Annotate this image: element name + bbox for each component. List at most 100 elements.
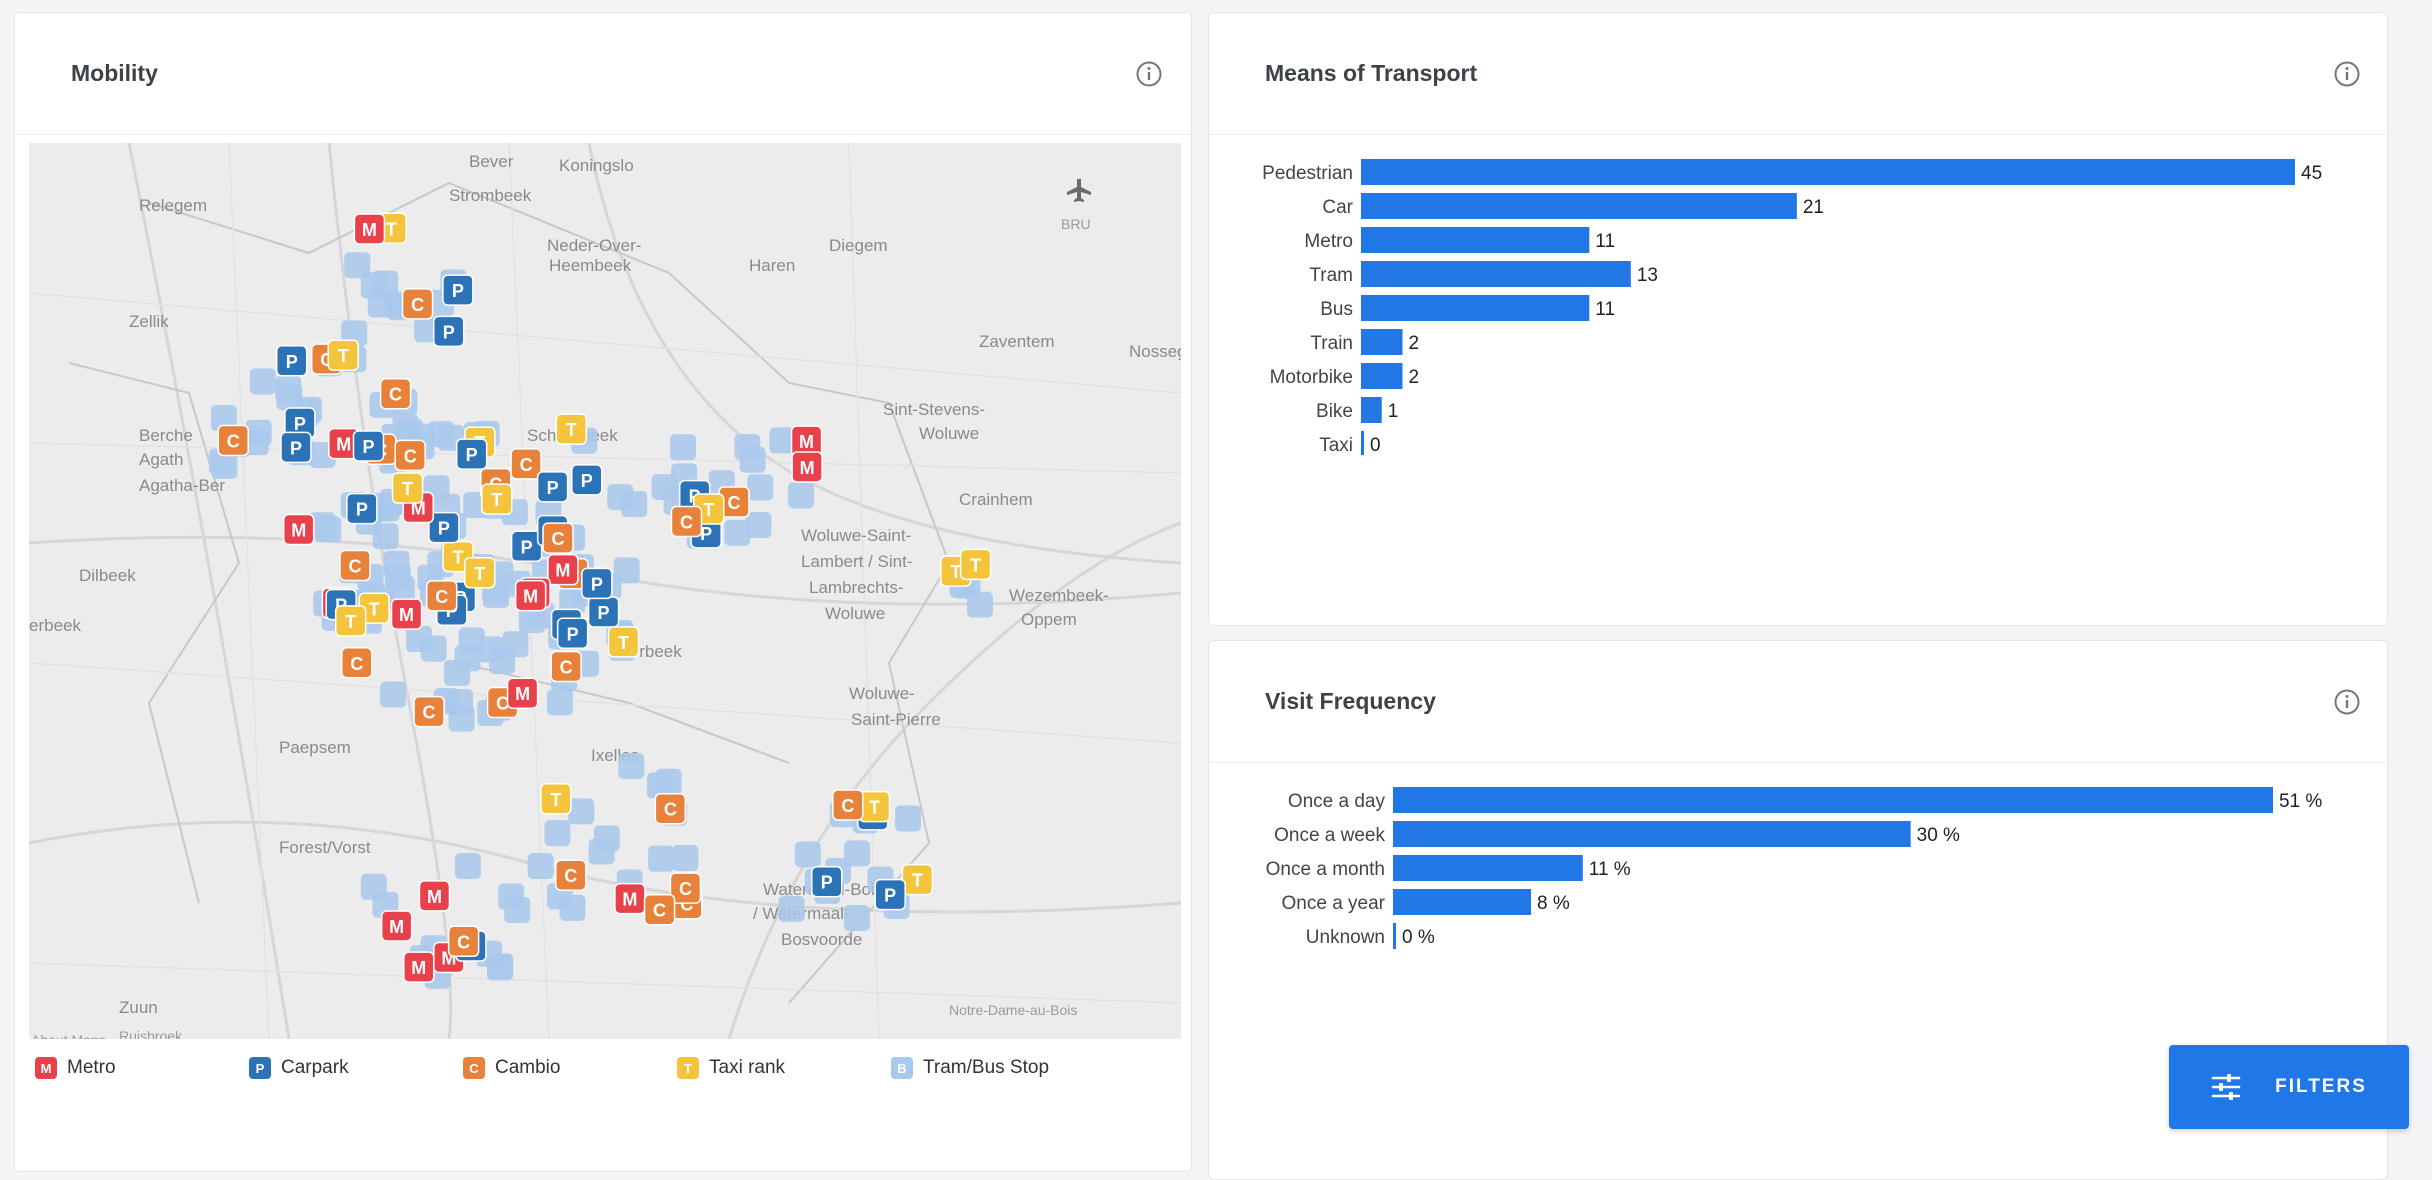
tram-bus-marker[interactable] [546,689,573,716]
taxi-marker[interactable]: T [327,339,359,371]
metro-marker[interactable]: M [547,553,579,586]
cambio-marker[interactable]: C [670,505,703,538]
taxi-marker[interactable]: T [391,472,424,504]
tram-bus-marker[interactable] [672,844,699,871]
cambio-marker[interactable]: C [510,448,542,480]
taxi-marker[interactable]: T [607,626,640,658]
carpark-marker[interactable]: P [587,596,620,628]
bar[interactable] [1361,363,1403,389]
tram-bus-marker[interactable] [670,434,697,461]
tram-bus-marker[interactable] [372,270,399,297]
metro-marker[interactable]: M [282,513,315,546]
taxi-marker[interactable]: T [540,783,572,815]
tram-bus-marker[interactable] [380,681,407,708]
metro-marker[interactable]: M [403,951,435,983]
tram-bus-marker[interactable] [747,474,774,501]
carpark-marker[interactable]: P [810,865,843,898]
tram-bus-marker[interactable] [504,896,531,923]
metro-marker[interactable]: M [614,882,646,915]
carpark-marker[interactable]: P [284,407,316,439]
bar[interactable] [1361,431,1364,457]
taxi-marker[interactable]: T [481,483,513,515]
cambio-marker[interactable]: C [401,288,434,320]
tram-bus-marker[interactable] [843,905,870,932]
carpark-marker[interactable]: P [571,464,603,496]
tram-bus-marker[interactable] [895,805,922,832]
cambio-marker[interactable]: C [413,695,445,728]
tram-bus-marker[interactable] [392,413,419,440]
tram-bus-marker[interactable] [966,591,993,618]
tram-bus-marker[interactable] [778,895,805,922]
bar[interactable] [1361,261,1631,287]
info-icon[interactable] [2333,60,2361,88]
tram-bus-marker[interactable] [593,825,620,852]
carpark-marker[interactable]: P [455,438,488,470]
info-icon[interactable] [1135,60,1163,88]
info-icon[interactable] [2333,688,2361,716]
metro-marker[interactable]: M [390,598,423,630]
bar[interactable] [1361,295,1590,321]
tram-bus-marker[interactable] [568,798,595,825]
tram-bus-marker[interactable] [502,631,529,658]
cambio-marker[interactable]: C [832,789,864,821]
tram-bus-marker[interactable] [518,607,545,634]
bar[interactable] [1393,855,1583,881]
tram-bus-marker[interactable] [739,446,766,473]
tram-bus-marker[interactable] [448,705,475,732]
tram-bus-marker[interactable] [372,523,399,550]
filters-button[interactable]: FILTERS [2169,1045,2409,1129]
bar[interactable] [1393,821,1911,847]
carpark-marker[interactable]: P [442,274,474,306]
cambio-marker[interactable]: C [339,549,371,582]
tram-bus-marker[interactable] [309,512,336,539]
tram-bus-marker[interactable] [454,852,481,879]
taxi-marker[interactable]: T [463,557,496,589]
cambio-marker[interactable]: C [643,893,676,926]
taxi-marker[interactable]: T [555,413,588,445]
tram-bus-marker[interactable] [527,853,554,880]
cambio-marker[interactable]: C [550,650,582,683]
tram-bus-marker[interactable] [559,894,586,921]
cambio-marker[interactable]: C [425,580,458,612]
tram-bus-marker[interactable] [544,820,571,847]
taxi-marker[interactable]: T [858,790,891,823]
map[interactable]: Bever Koningslo Relegem Strombeek Neder-Over… [29,143,1181,1039]
cambio-marker[interactable]: C [394,439,426,472]
carpark-marker[interactable]: P [275,345,308,377]
cambio-marker[interactable]: C [379,377,412,410]
tram-bus-marker[interactable] [210,404,237,431]
bar[interactable] [1393,889,1532,915]
bar[interactable] [1361,159,2295,185]
carpark-marker[interactable]: P [510,530,543,563]
bar[interactable] [1361,193,1797,219]
map-canvas[interactable]: Bever Koningslo Relegem Strombeek Neder-Over… [29,143,1181,1039]
tram-bus-marker[interactable] [787,482,814,509]
taxi-marker[interactable]: T [334,605,367,637]
bar[interactable] [1361,227,1590,253]
cambio-marker[interactable]: C [555,859,587,891]
tram-bus-marker[interactable] [646,772,673,799]
tram-bus-marker[interactable] [559,587,586,614]
tram-bus-marker[interactable] [454,645,481,672]
tram-bus-marker[interactable] [607,484,634,511]
metro-marker[interactable]: M [353,213,386,245]
tram-bus-marker[interactable] [384,564,411,591]
metro-marker[interactable]: M [514,579,547,612]
bar[interactable] [1361,397,1382,423]
carpark-marker[interactable]: P [280,431,312,464]
tram-bus-marker[interactable] [242,429,269,456]
tram-bus-marker[interactable] [648,845,675,872]
cambio-marker[interactable]: C [447,925,480,958]
cambio-marker[interactable]: C [341,647,373,679]
tram-bus-marker[interactable] [745,511,772,538]
cambio-marker[interactable]: C [217,424,249,457]
cambio-marker[interactable]: C [654,792,687,825]
tram-bus-marker[interactable] [724,519,751,546]
tram-bus-marker[interactable] [477,636,504,663]
metro-marker[interactable]: M [418,880,451,912]
bar[interactable] [1393,787,2273,813]
carpark-marker[interactable]: P [874,878,906,911]
tram-bus-marker[interactable] [794,841,821,868]
carpark-marker[interactable]: P [556,617,589,650]
bar[interactable] [1393,923,1396,949]
